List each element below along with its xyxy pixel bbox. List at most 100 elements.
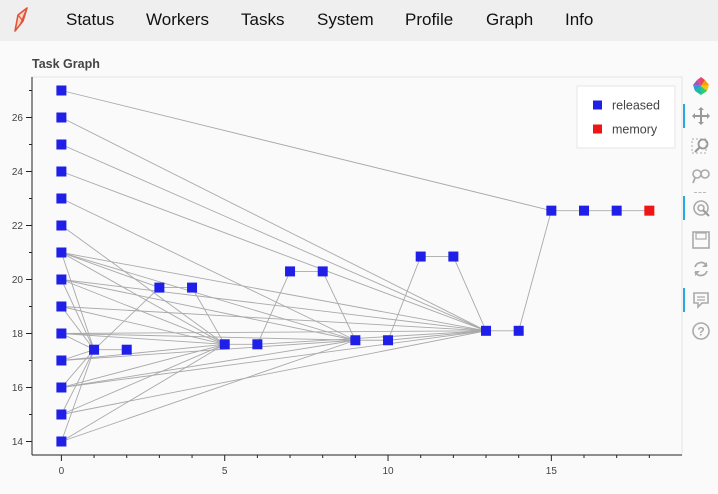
graph-edge <box>256 271 291 345</box>
graph-edge <box>61 306 95 350</box>
graph-edge <box>61 144 487 332</box>
nav-status[interactable]: Status <box>66 10 115 29</box>
hover-active-indicator <box>683 288 685 312</box>
task-node-released[interactable] <box>56 220 67 231</box>
task-node-released[interactable] <box>121 344 132 355</box>
nav-tasks[interactable]: Tasks <box>241 10 285 29</box>
task-node-released[interactable] <box>154 282 165 293</box>
help-tool[interactable]: ? <box>683 319 718 343</box>
task-node-released[interactable] <box>350 335 361 346</box>
y-tick-label: 26 <box>12 113 24 124</box>
wheel-zoom-icon <box>692 169 710 184</box>
x-tick-label: 15 <box>546 466 558 477</box>
x-tick-label: 0 <box>59 466 65 477</box>
graph-edge <box>60 349 95 415</box>
graph-edge <box>61 343 225 415</box>
graph-edge <box>93 287 160 351</box>
task-node-released[interactable] <box>611 205 622 216</box>
task-node-released[interactable] <box>187 282 198 293</box>
x-tick-label: 10 <box>382 466 394 477</box>
nav-system[interactable]: System <box>317 10 374 29</box>
dask-logo-icon[interactable] <box>9 5 35 33</box>
graph-edge <box>61 343 225 442</box>
tap-icon <box>693 200 710 217</box>
task-node-released[interactable] <box>219 339 230 350</box>
graph-edge <box>61 279 356 341</box>
legend-label-released: released <box>612 99 660 113</box>
legend-swatch-memory <box>593 124 602 134</box>
top-navbar: Status Workers Tasks System Profile Grap… <box>0 0 718 41</box>
task-node-released[interactable] <box>317 266 328 277</box>
tap-tool[interactable] <box>683 196 718 220</box>
graph-edge <box>61 330 487 388</box>
nav-workers[interactable]: Workers <box>146 10 209 29</box>
graph-edge <box>61 252 487 332</box>
graph-edge <box>61 333 95 351</box>
graph-edge <box>61 343 225 388</box>
task-node-released[interactable] <box>89 344 100 355</box>
graph-edge <box>61 330 487 334</box>
plot-panel: Task Graph 14 16 18 20 22 24 26 0 5 10 15 released m… <box>0 41 718 494</box>
task-node-released[interactable] <box>56 436 67 447</box>
task-node-released[interactable] <box>56 355 67 366</box>
task-node-released[interactable] <box>252 339 263 350</box>
task-graph-plot[interactable]: 14 16 18 20 22 24 26 0 5 10 15 released memory <box>0 41 683 494</box>
task-node-released[interactable] <box>56 274 67 285</box>
task-node-released[interactable] <box>546 205 557 216</box>
graph-edge <box>61 252 356 341</box>
graph-edge <box>61 343 225 361</box>
svg-text:?: ? <box>697 325 704 339</box>
graph-edge <box>60 349 95 442</box>
wheel-zoom-tool[interactable] <box>683 164 718 188</box>
graph-edge <box>61 252 160 289</box>
graph-edge <box>191 287 226 345</box>
task-node-released[interactable] <box>415 251 426 262</box>
nav-profile[interactable]: Profile <box>405 10 454 29</box>
reset-icon <box>694 261 708 277</box>
graph-edge <box>257 330 487 345</box>
task-node-released[interactable] <box>56 112 67 123</box>
graph-edge <box>387 256 422 341</box>
pan-tool[interactable] <box>683 104 718 128</box>
plot-toolbar: ? <box>683 71 718 351</box>
graph-edges <box>60 90 650 442</box>
task-node-released[interactable] <box>285 266 296 277</box>
nav-graph[interactable]: Graph <box>486 10 534 29</box>
graph-edge <box>61 306 225 345</box>
task-node-released[interactable] <box>56 409 67 420</box>
box-zoom-tool[interactable] <box>683 134 718 158</box>
graph-edge <box>61 349 95 361</box>
task-node-released[interactable] <box>579 205 590 216</box>
graph-edge <box>61 330 487 415</box>
reset-tool[interactable] <box>683 257 718 281</box>
task-node-released[interactable] <box>481 325 492 336</box>
task-node-released[interactable] <box>56 382 67 393</box>
task-node-released[interactable] <box>56 139 67 150</box>
task-node-released[interactable] <box>56 166 67 177</box>
nav-info[interactable]: Info <box>565 10 594 29</box>
graph-edge <box>61 339 356 388</box>
graph-edge <box>61 333 225 345</box>
hover-tool[interactable] <box>683 288 718 312</box>
task-node-released[interactable] <box>56 247 67 258</box>
graph-edge <box>61 279 225 345</box>
legend-box <box>576 85 676 149</box>
task-node-released[interactable] <box>383 335 394 346</box>
task-node-released[interactable] <box>56 328 67 339</box>
bokeh-logo-icon[interactable] <box>683 74 718 98</box>
y-tick-label: 14 <box>12 437 24 448</box>
graph-edge <box>60 279 95 350</box>
task-node-released[interactable] <box>513 325 524 336</box>
task-node-released[interactable] <box>56 301 67 312</box>
task-node-released[interactable] <box>56 193 67 204</box>
task-node-memory[interactable] <box>644 205 655 216</box>
graph-edge <box>61 349 95 388</box>
graph-edge <box>61 306 487 332</box>
help-icon: ? <box>692 322 710 340</box>
task-node-released[interactable] <box>56 85 67 96</box>
chart-legend: released memory <box>576 85 676 149</box>
task-node-released[interactable] <box>448 251 459 262</box>
save-tool[interactable] <box>683 228 718 252</box>
graph-edge <box>61 339 356 442</box>
graph-edge <box>322 271 356 341</box>
